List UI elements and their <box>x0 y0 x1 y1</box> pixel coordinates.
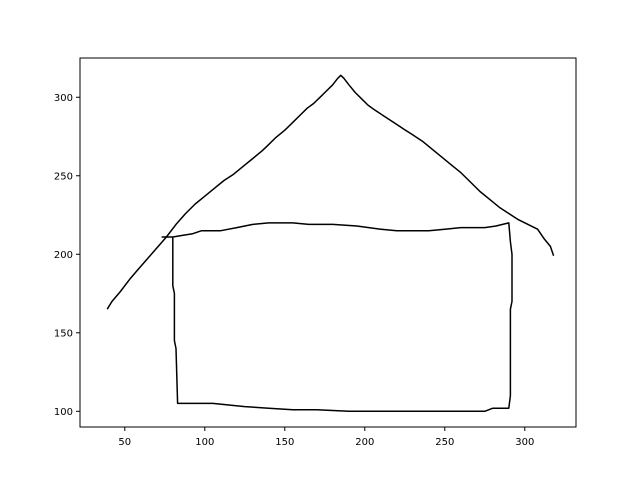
x-tick-label: 200 <box>355 437 374 448</box>
series-line-1 <box>106 74 555 310</box>
x-tick-label: 250 <box>435 437 454 448</box>
x-tick-label: 150 <box>275 437 294 448</box>
x-axis-ticks: 50 100 150 200 250 300 <box>118 427 534 448</box>
y-tick-label: 150 <box>54 328 73 339</box>
y-tick-label: 300 <box>54 93 73 104</box>
plot-frame <box>79 57 577 428</box>
y-axis-ticks: 100 150 200 250 300 <box>54 93 80 418</box>
y-tick-label: 250 <box>54 171 73 182</box>
x-tick-label: 100 <box>195 437 214 448</box>
y-tick-label: 200 <box>54 250 73 261</box>
series-layer <box>106 74 555 413</box>
x-tick-label: 50 <box>118 437 131 448</box>
y-tick-label: 100 <box>54 407 73 418</box>
series-line-2 <box>161 222 513 413</box>
x-tick-label: 300 <box>515 437 534 448</box>
